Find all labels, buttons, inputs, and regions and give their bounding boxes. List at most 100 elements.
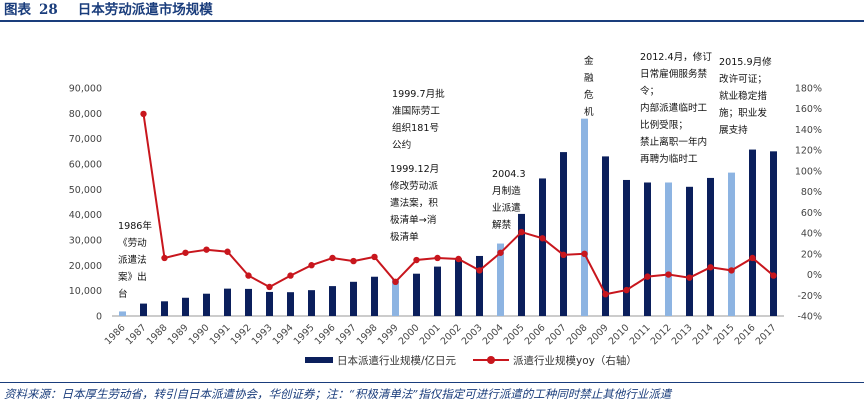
right-axis-tick-label: 40%	[801, 229, 822, 240]
bar-2009	[602, 156, 609, 316]
yoy-point-2005	[518, 228, 525, 236]
yoy-point-2017	[770, 272, 777, 279]
yoy-point-2015	[728, 267, 735, 274]
right-axis-tick-label: -40%	[797, 312, 822, 323]
right-axis-tick-label: 20%	[801, 249, 822, 260]
right-axis-tick-label: 180%	[795, 84, 822, 95]
x-tick-label: 1989	[166, 322, 191, 347]
x-tick-label: 1988	[145, 322, 170, 347]
bar-1998	[371, 276, 378, 316]
right-axis-tick-label: 0%	[807, 270, 822, 281]
x-tick-label: 1990	[187, 322, 212, 347]
left-axis-tick-label: 90,000	[69, 84, 102, 95]
x-tick-label: 1987	[124, 322, 149, 347]
yoy-point-2011	[644, 273, 651, 280]
bar-1990	[203, 293, 210, 316]
yoy-point-2010	[623, 286, 630, 294]
bar-2014	[707, 177, 714, 316]
yoy-point-2006	[539, 235, 546, 242]
bar-2017	[770, 151, 777, 316]
yoy-point-1987	[140, 110, 147, 118]
x-tick-label: 1995	[292, 322, 317, 347]
bar-1986	[119, 311, 126, 316]
left-axis-tick-label: 50,000	[69, 185, 102, 196]
bar-1994	[287, 292, 294, 316]
bar-2010	[623, 179, 630, 316]
legend-line-series: 派遣行业规模yoy（右轴）	[473, 352, 637, 368]
bar-2013	[686, 186, 693, 316]
yoy-point-2009	[602, 291, 609, 298]
bar-1991	[224, 288, 231, 316]
x-tick-label: 2011	[628, 322, 653, 347]
left-axis-tick-label: 0	[96, 312, 102, 323]
right-axis-tick-label: -20%	[797, 291, 822, 302]
annotation-1999-dec: 1999.12月 修改劳动派 遣法案，积 极清单→消 极清单	[390, 164, 440, 243]
annotation-financial-crisis: 金 融 危 机	[584, 56, 594, 118]
figure-label: 图表	[4, 2, 31, 18]
yoy-point-2016	[749, 254, 756, 262]
yoy-point-1991	[224, 248, 231, 255]
left-axis-tick-label: 80,000	[69, 109, 102, 120]
bar-2005	[518, 213, 525, 316]
yoy-point-1993	[266, 283, 273, 291]
bar-2007	[560, 152, 567, 316]
bar-2006	[539, 178, 546, 316]
annotation-2004: 2004.3 月制造 业派遣 解禁	[492, 169, 526, 231]
x-tick-label: 1986	[103, 322, 128, 347]
left-axis-tick-label: 30,000	[69, 236, 102, 247]
x-tick-label: 2008	[565, 322, 590, 347]
x-tick-label: 1998	[355, 322, 380, 347]
bar-2011	[644, 182, 651, 316]
left-axis-tick-label: 40,000	[69, 210, 102, 221]
left-axis-tick-label: 20,000	[69, 261, 102, 272]
x-tick-label: 2012	[649, 322, 674, 347]
yoy-point-2002	[455, 255, 462, 263]
bar-1995	[308, 290, 315, 316]
yoy-point-1998	[371, 253, 378, 261]
left-axis-tick-label: 10,000	[69, 286, 102, 297]
right-axis-tick-label: 160%	[795, 104, 822, 115]
x-tick-label: 2007	[544, 322, 569, 347]
x-tick-label: 2002	[439, 322, 464, 347]
legend-bar-label: 日本派遣行业规模/亿日元	[337, 354, 457, 367]
yoy-point-1997	[350, 257, 357, 265]
x-tick-label: 1999	[376, 322, 401, 347]
right-axis-tick-label: 120%	[795, 146, 822, 157]
x-tick-label: 2013	[670, 322, 695, 347]
yoy-point-1988	[161, 254, 168, 262]
x-tick-label: 2005	[502, 322, 527, 347]
x-tick-label: 2017	[754, 322, 779, 347]
right-axis-tick-label: 100%	[795, 166, 822, 177]
header-rule	[0, 20, 864, 22]
yoy-point-1996	[329, 254, 336, 262]
x-tick-label: 2014	[691, 322, 716, 347]
x-tick-label: 1991	[208, 322, 233, 347]
yoy-point-2014	[707, 264, 714, 271]
figure-number: 28	[39, 2, 58, 18]
bar-2001	[434, 266, 441, 316]
yoy-point-2008	[581, 250, 588, 258]
yoy-point-1989	[182, 249, 189, 256]
figure-title: 日本劳动派遣市场规模	[77, 2, 213, 18]
yoy-point-1992	[245, 272, 252, 279]
bar-2002	[455, 258, 462, 316]
x-tick-label: 1993	[250, 322, 275, 347]
yoy-point-2001	[434, 254, 441, 262]
yoy-point-2012	[665, 271, 672, 278]
bar-2015	[728, 172, 735, 316]
figure-title-bar: 图表 28 日本劳动派遣市场规模	[4, 0, 213, 20]
x-tick-label: 1994	[271, 322, 296, 347]
right-axis-tick-label: 140%	[795, 125, 822, 136]
bar-2008	[581, 118, 588, 316]
x-tick-label: 1997	[334, 322, 359, 347]
yoy-point-2003	[476, 267, 483, 274]
yoy-point-1994	[287, 272, 294, 279]
footer-rule	[0, 382, 864, 383]
x-tick-label: 2010	[607, 322, 632, 347]
bar-1997	[350, 281, 357, 316]
bar-1996	[329, 286, 336, 316]
left-axis-tick-label: 70,000	[69, 134, 102, 145]
annotation-1986: 1986年 《劳动 派遣法 案》出 台	[118, 221, 153, 300]
annotation-1999-jul: 1999.7月批 准国际劳工 组织181号 公约	[392, 89, 445, 151]
